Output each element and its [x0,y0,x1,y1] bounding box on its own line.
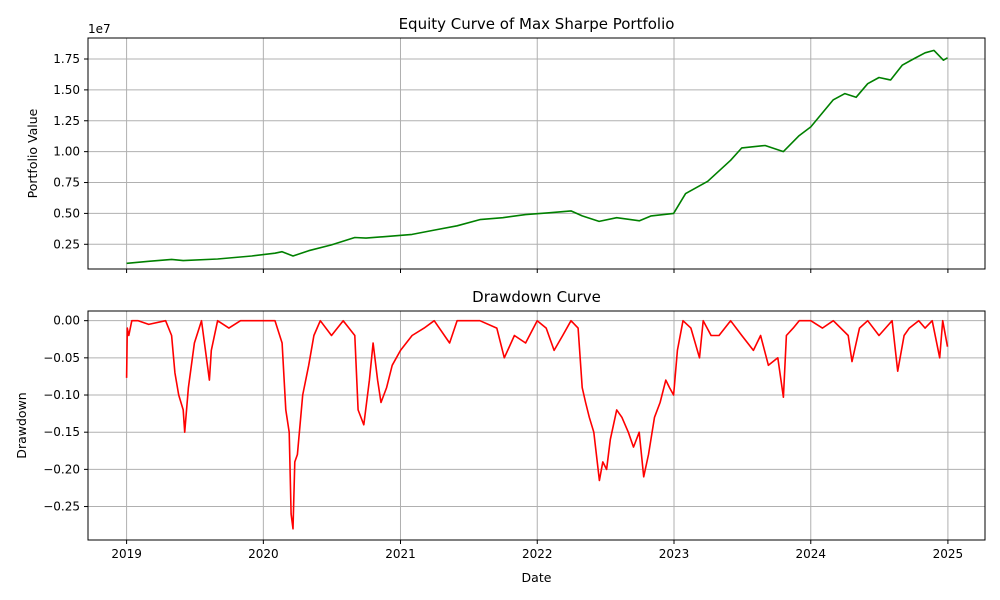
equity-chart-title: Equity Curve of Max Sharpe Portfolio [399,15,675,33]
x-tick-label: 2019 [111,547,142,561]
equity-grid [88,38,985,269]
equity-y-tick-label: 0.25 [53,237,80,251]
equity-plot-background [88,38,985,269]
equity-chart-panel: 0.25 0.50 0.75 1.00 1.25 1.50 1.75 Equity Curv… [25,15,986,273]
equity-ticks: 0.25 0.50 0.75 1.00 1.25 1.50 1.75 [53,52,949,273]
equity-y-tick-label: 1.50 [53,83,80,97]
equity-y-tick-label: 0.75 [53,176,80,190]
equity-plot-frame [87,37,986,270]
drawdown-plot-frame [87,310,986,541]
x-tick-label: 2023 [659,547,690,561]
x-tick-label: 2024 [795,547,826,561]
equity-y-offset-label: 1e7 [88,22,111,36]
x-tick-label: 2021 [385,547,416,561]
drawdown-y-tick-label: −0.15 [43,425,80,439]
equity-y-tick-label: 1.75 [53,52,80,66]
equity-curve-line [126,49,948,265]
equity-y-tick-label: 1.00 [53,145,80,159]
x-tick-label: 2022 [522,547,553,561]
drawdown-plot-background [88,311,985,540]
drawdown-y-tick-label: −0.20 [43,462,80,476]
drawdown-curve-line [125,319,949,530]
equity-y-tick-label: 1.25 [53,114,80,128]
x-tick-label: 2025 [933,547,964,561]
drawdown-y-axis-label: Drawdown [14,392,29,458]
drawdown-y-tick-label: −0.10 [43,388,80,402]
x-tick-label: 2020 [248,547,279,561]
drawdown-chart-title: Drawdown Curve [472,288,601,306]
drawdown-y-tick-label: −0.25 [43,500,80,514]
drawdown-y-tick-label: −0.05 [43,351,80,365]
drawdown-y-tick-label: 0.00 [53,314,80,328]
equity-y-axis-label: Portfolio Value [25,108,40,198]
drawdown-ticks: 2019 2020 2021 2022 2023 2024 2025 0.00 −0.05 −0.… [43,314,963,561]
drawdown-x-axis-label: Date [522,570,552,585]
equity-y-tick-label: 0.50 [53,206,80,220]
drawdown-chart-panel: 2019 2020 2021 2022 2023 2024 2025 0.00 −0.05 −0.… [14,288,986,585]
